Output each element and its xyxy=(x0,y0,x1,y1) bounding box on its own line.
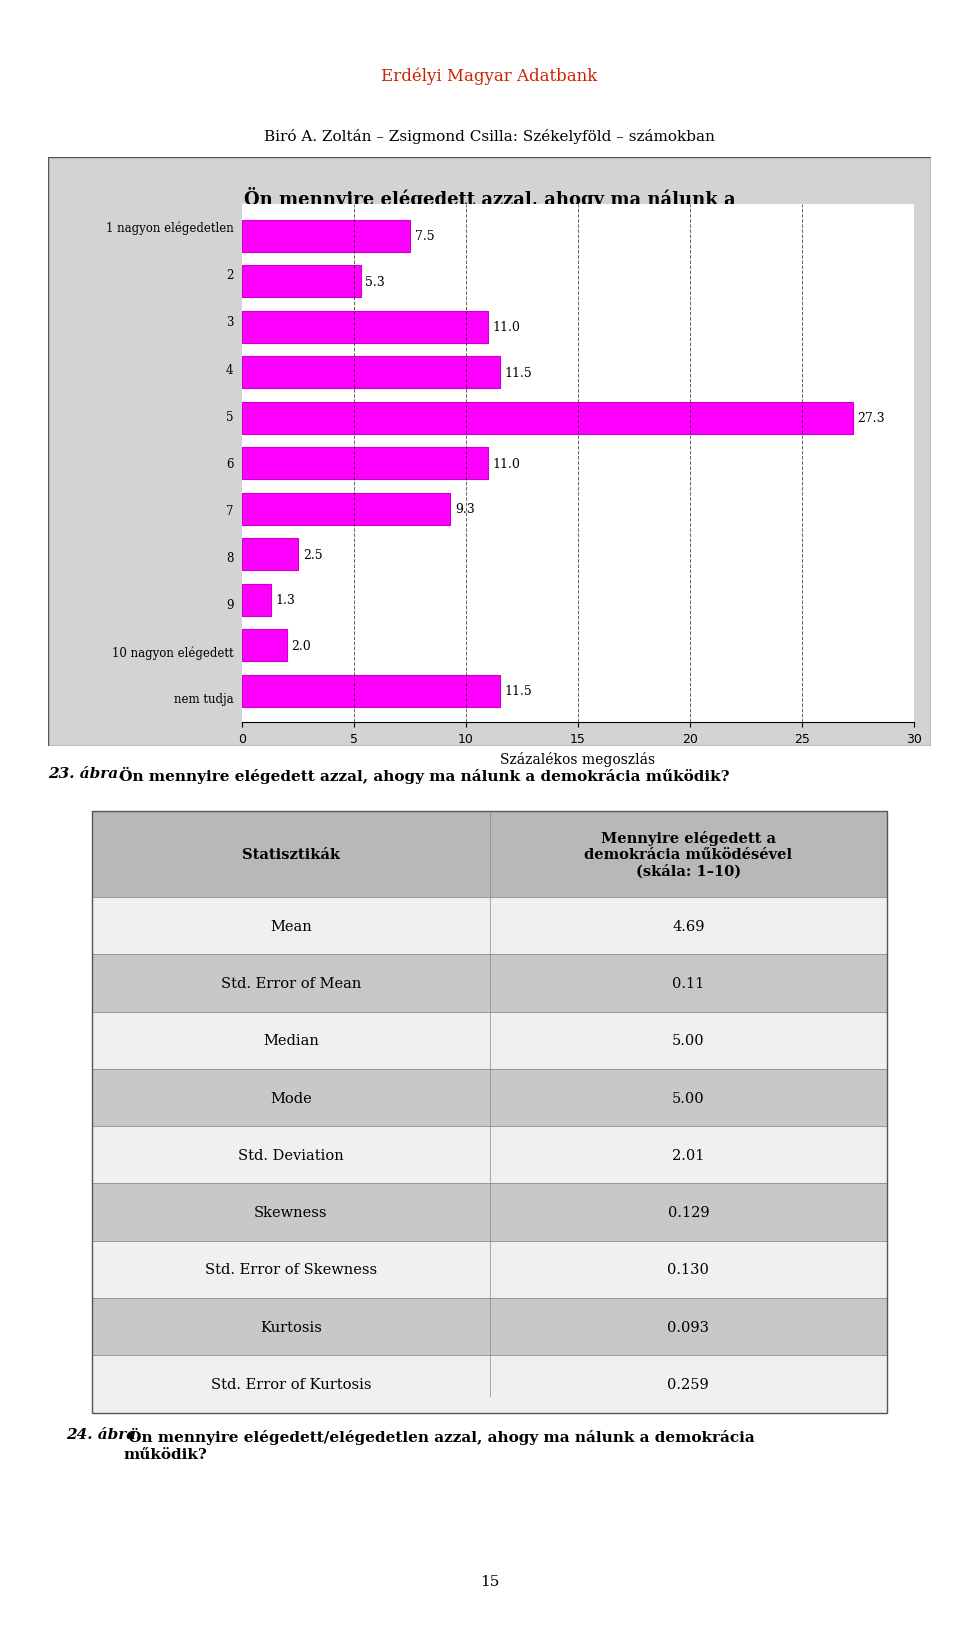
Bar xyxy=(92,1299,887,1356)
Bar xyxy=(92,1070,887,1127)
Text: 5: 5 xyxy=(226,410,233,424)
Bar xyxy=(92,1183,887,1241)
Text: Mode: Mode xyxy=(270,1091,312,1104)
Text: Statisztikák: Statisztikák xyxy=(242,847,340,862)
Text: 1 nagyon elégedetlen: 1 nagyon elégedetlen xyxy=(106,222,233,236)
Text: 5.00: 5.00 xyxy=(672,1033,705,1048)
Text: 0.11: 0.11 xyxy=(672,976,705,990)
Text: Biró A. Zoltán – Zsigmond Csilla: Székelyföld – számokban: Biró A. Zoltán – Zsigmond Csilla: Székel… xyxy=(264,129,715,143)
Text: 0.130: 0.130 xyxy=(667,1262,709,1277)
Text: Ön mennyire elégedett/elégedetlen azzal, ahogy ma nálunk a demokrácia
működik?: Ön mennyire elégedett/elégedetlen azzal,… xyxy=(123,1427,755,1460)
Text: Mean: Mean xyxy=(270,920,312,933)
Text: Skewness: Skewness xyxy=(254,1205,327,1220)
Text: Ön mennyire elégedett azzal, ahogy ma nálunk a
demokrácia működik?: Ön mennyire elégedett azzal, ahogy ma ná… xyxy=(244,188,735,231)
Bar xyxy=(92,954,887,1012)
Bar xyxy=(92,1127,887,1183)
FancyBboxPatch shape xyxy=(48,158,931,747)
Text: 15: 15 xyxy=(480,1574,499,1589)
Text: 0.129: 0.129 xyxy=(667,1205,709,1220)
Text: Kurtosis: Kurtosis xyxy=(260,1320,322,1333)
Bar xyxy=(92,1356,887,1412)
Text: Std. Error of Mean: Std. Error of Mean xyxy=(221,976,361,990)
Text: Ön mennyire elégedett azzal, ahogy ma nálunk a demokrácia működik?: Ön mennyire elégedett azzal, ahogy ma ná… xyxy=(114,766,730,783)
Text: Median: Median xyxy=(263,1033,319,1048)
Text: 8: 8 xyxy=(227,552,233,565)
Text: 2: 2 xyxy=(227,269,233,282)
Text: 24. ábra.: 24. ábra. xyxy=(65,1427,141,1442)
Text: 9: 9 xyxy=(226,598,233,611)
Text: Std. Error of Skewness: Std. Error of Skewness xyxy=(204,1262,377,1277)
Text: 5.00: 5.00 xyxy=(672,1091,705,1104)
Text: 0.259: 0.259 xyxy=(667,1378,709,1391)
Text: 3: 3 xyxy=(226,316,233,330)
Text: 2.01: 2.01 xyxy=(672,1149,705,1162)
Text: Std. Deviation: Std. Deviation xyxy=(238,1149,344,1162)
Text: 0.093: 0.093 xyxy=(667,1320,709,1333)
Text: Mennyire elégedett a
demokrácia működésével
(skála: 1–10): Mennyire elégedett a demokrácia működésé… xyxy=(585,831,792,878)
Text: 4: 4 xyxy=(226,363,233,376)
Text: 6: 6 xyxy=(226,458,233,470)
Bar xyxy=(92,1012,887,1070)
Text: Std. Error of Kurtosis: Std. Error of Kurtosis xyxy=(210,1378,372,1391)
Bar xyxy=(92,1241,887,1299)
Text: 10 nagyon elégedett: 10 nagyon elégedett xyxy=(112,646,233,659)
Text: nem tudja: nem tudja xyxy=(174,692,233,705)
Text: 23. ábra.: 23. ábra. xyxy=(48,766,124,780)
Text: Erdélyi Magyar Adatbank: Erdélyi Magyar Adatbank xyxy=(381,68,598,86)
Text: 4.69: 4.69 xyxy=(672,920,705,933)
Text: 7: 7 xyxy=(226,504,233,517)
Bar xyxy=(92,898,887,954)
